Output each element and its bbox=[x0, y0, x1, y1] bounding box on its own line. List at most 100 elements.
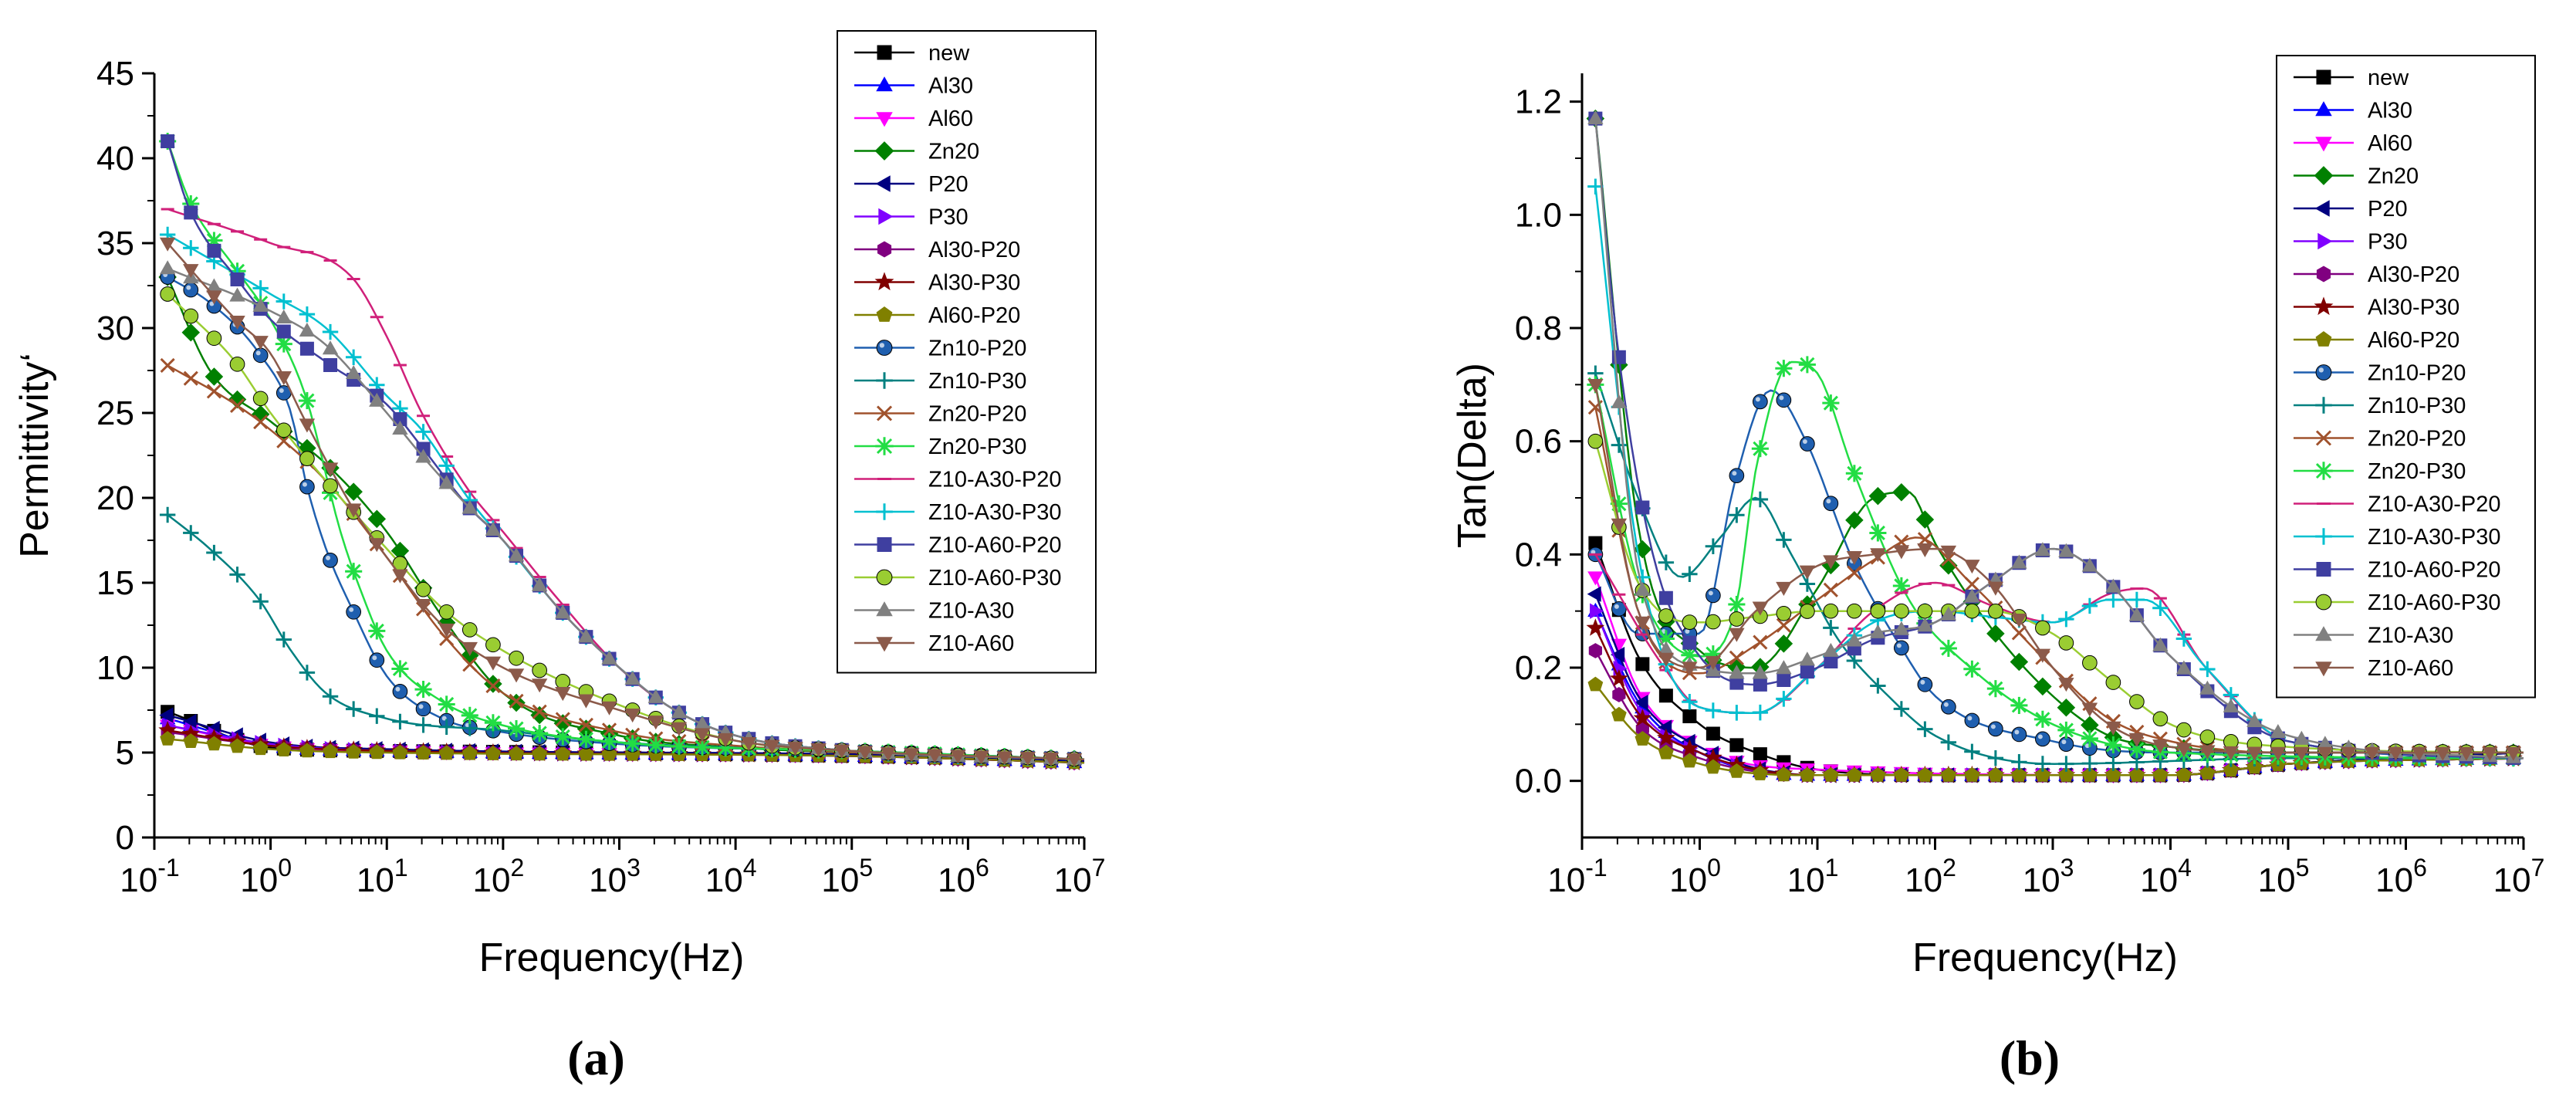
data-point-Z10-A60-P30 bbox=[2058, 635, 2074, 651]
x-tick-label: 10-1 bbox=[1547, 854, 1607, 899]
data-point-Zn10-P20-highlight bbox=[279, 387, 284, 393]
data-point-Zn20-P20 bbox=[160, 357, 175, 373]
y-tick-label: 0.8 bbox=[1515, 310, 1562, 347]
data-point-Zn10-P20 bbox=[415, 701, 431, 717]
legend-item: Z10-A30 bbox=[854, 599, 1014, 624]
legend-item: Zn20-P30 bbox=[854, 435, 1026, 459]
data-point-P20 bbox=[1611, 647, 1625, 663]
legend-item: P20 bbox=[2294, 197, 2408, 222]
data-point-Zn20 bbox=[181, 323, 201, 342]
data-point-Zn20-P30 bbox=[693, 739, 712, 756]
data-point-Zn10-P30 bbox=[345, 701, 362, 717]
data-point-Al60-P20 bbox=[2058, 766, 2074, 782]
data-point-Zn20-P30 bbox=[577, 730, 595, 748]
data-point-Z10-A60-P30 bbox=[1800, 604, 1815, 619]
y-tick-label: 30 bbox=[96, 310, 134, 347]
data-point-Z10-A30-P30 bbox=[1776, 691, 1792, 707]
data-point-Al60-P20 bbox=[2034, 766, 2050, 782]
data-point-Zn20-P20 bbox=[2011, 625, 2027, 641]
data-point-Al30-P20 bbox=[1588, 643, 1602, 658]
data-point-Zn20-P30 bbox=[600, 733, 618, 750]
x-tick-exponent: 0 bbox=[278, 854, 292, 881]
data-point-Z10-A60 bbox=[183, 264, 199, 279]
data-point-Z10-A60 bbox=[1846, 550, 1863, 566]
legend-marker-highlight bbox=[2318, 367, 2324, 373]
data-point-Z10-A30 bbox=[299, 322, 316, 337]
data-point-Z10-A60 bbox=[369, 538, 385, 553]
legend-label: new bbox=[2368, 66, 2409, 90]
data-point-Zn20-P30 bbox=[1845, 465, 1863, 482]
data-point-Z10-A60-P20 bbox=[1682, 635, 1697, 650]
legend-item: Al30 bbox=[854, 74, 973, 99]
data-point-Z10-A30 bbox=[2294, 730, 2310, 745]
x-tick-label: 104 bbox=[705, 854, 757, 899]
data-point-Z10-A60-P30 bbox=[2199, 729, 2216, 745]
legend-item: Z10-A60 bbox=[2294, 656, 2453, 681]
data-point-Z10-A60 bbox=[810, 743, 827, 758]
data-point-Z10-A60 bbox=[1611, 518, 1628, 533]
data-point-Zn20-P30 bbox=[345, 563, 363, 580]
data-point-Z10-A30 bbox=[2199, 680, 2216, 695]
data-point-Zn20-P20 bbox=[578, 717, 593, 733]
x-tick-label: 107 bbox=[1054, 854, 1106, 899]
x-tick-label: 10-1 bbox=[120, 854, 179, 899]
data-point-Z10-A30-P30 bbox=[415, 424, 431, 440]
data-point-new bbox=[1658, 689, 1673, 703]
legend-item: Zn10-P30 bbox=[854, 369, 1026, 394]
data-point-Z10-A60 bbox=[159, 237, 176, 252]
data-point-Zn20-P30 bbox=[2033, 710, 2051, 728]
data-point-Z10-A60 bbox=[322, 462, 339, 477]
data-point-Al60 bbox=[1587, 571, 1604, 586]
data-point-Z10-A60-P30 bbox=[438, 604, 455, 620]
data-point-Z10-A60 bbox=[1705, 655, 1722, 670]
data-point-Z10-A30 bbox=[1752, 665, 1769, 679]
data-point-Z10-A30 bbox=[1823, 642, 1839, 657]
data-point-Z10-A60 bbox=[741, 737, 757, 752]
x-tick-exponent: 2 bbox=[510, 854, 524, 881]
data-point-Zn20-P30 bbox=[1751, 440, 1769, 458]
legend-box bbox=[2276, 55, 2536, 699]
x-tick-label: 101 bbox=[357, 854, 408, 899]
data-point-Z10-A60-P20 bbox=[1776, 673, 1791, 688]
y-axis-title: Permittivity‘ bbox=[12, 353, 57, 558]
legend-label: Z10-A60-P20 bbox=[2368, 558, 2501, 583]
data-point-Z10-A30-P30 bbox=[1705, 702, 1722, 719]
legend-item: Z10-A60-P20 bbox=[854, 533, 1062, 558]
data-point-Zn20-P30 bbox=[1775, 360, 1793, 377]
data-point-Zn10-P20-highlight bbox=[372, 655, 377, 661]
data-point-Z10-A30 bbox=[485, 521, 502, 536]
data-point-Zn20-P20 bbox=[229, 398, 245, 414]
data-point-Z10-A60 bbox=[927, 749, 943, 763]
data-point-Z10-A60 bbox=[1823, 555, 1839, 570]
legend-label: Al60 bbox=[928, 107, 973, 131]
data-point-Zn10-P20 bbox=[1917, 676, 1933, 692]
data-point-Z10-A60 bbox=[438, 623, 455, 638]
y-tick-label: 45 bbox=[96, 55, 134, 93]
data-point-Z10-A30 bbox=[1799, 651, 1816, 666]
x-tick-label: 105 bbox=[2258, 854, 2310, 899]
data-point-Z10-A60 bbox=[764, 739, 780, 754]
data-point-Zn10-P30 bbox=[299, 665, 316, 681]
y-tick-label: 10 bbox=[96, 649, 134, 687]
data-point-Z10-A30 bbox=[2270, 723, 2287, 739]
data-point-Z10-A60 bbox=[973, 750, 989, 765]
data-point-Z10-A60 bbox=[206, 290, 222, 305]
data-point-Al60-P20 bbox=[369, 744, 385, 760]
data-point-Z10-A30 bbox=[1940, 606, 1957, 621]
data-point-Z10-A30 bbox=[624, 670, 641, 685]
legend-marker bbox=[2316, 562, 2331, 577]
data-point-Zn10-P20 bbox=[1941, 699, 1956, 715]
data-point-Zn20-P30 bbox=[1704, 645, 1722, 663]
data-point-Z10-A60-P30 bbox=[1823, 603, 1839, 619]
data-point-Zn20-P30 bbox=[2104, 736, 2122, 754]
y-tick-label: 0.4 bbox=[1515, 536, 1562, 573]
data-point-Z10-A60-P30 bbox=[532, 662, 548, 678]
data-point-Zn20-P30 bbox=[1610, 495, 1628, 513]
data-point-Z10-A60-P20 bbox=[1753, 677, 1767, 692]
data-point-Zn20-P30 bbox=[2010, 696, 2028, 714]
data-point-Zn10-P30 bbox=[2058, 756, 2074, 772]
data-point-Zn10-P20 bbox=[323, 553, 338, 568]
legend-item: Z10-A30-P20 bbox=[2294, 492, 2501, 517]
data-point-Z10-A30 bbox=[508, 547, 525, 562]
data-point-Z10-A60 bbox=[461, 641, 478, 656]
